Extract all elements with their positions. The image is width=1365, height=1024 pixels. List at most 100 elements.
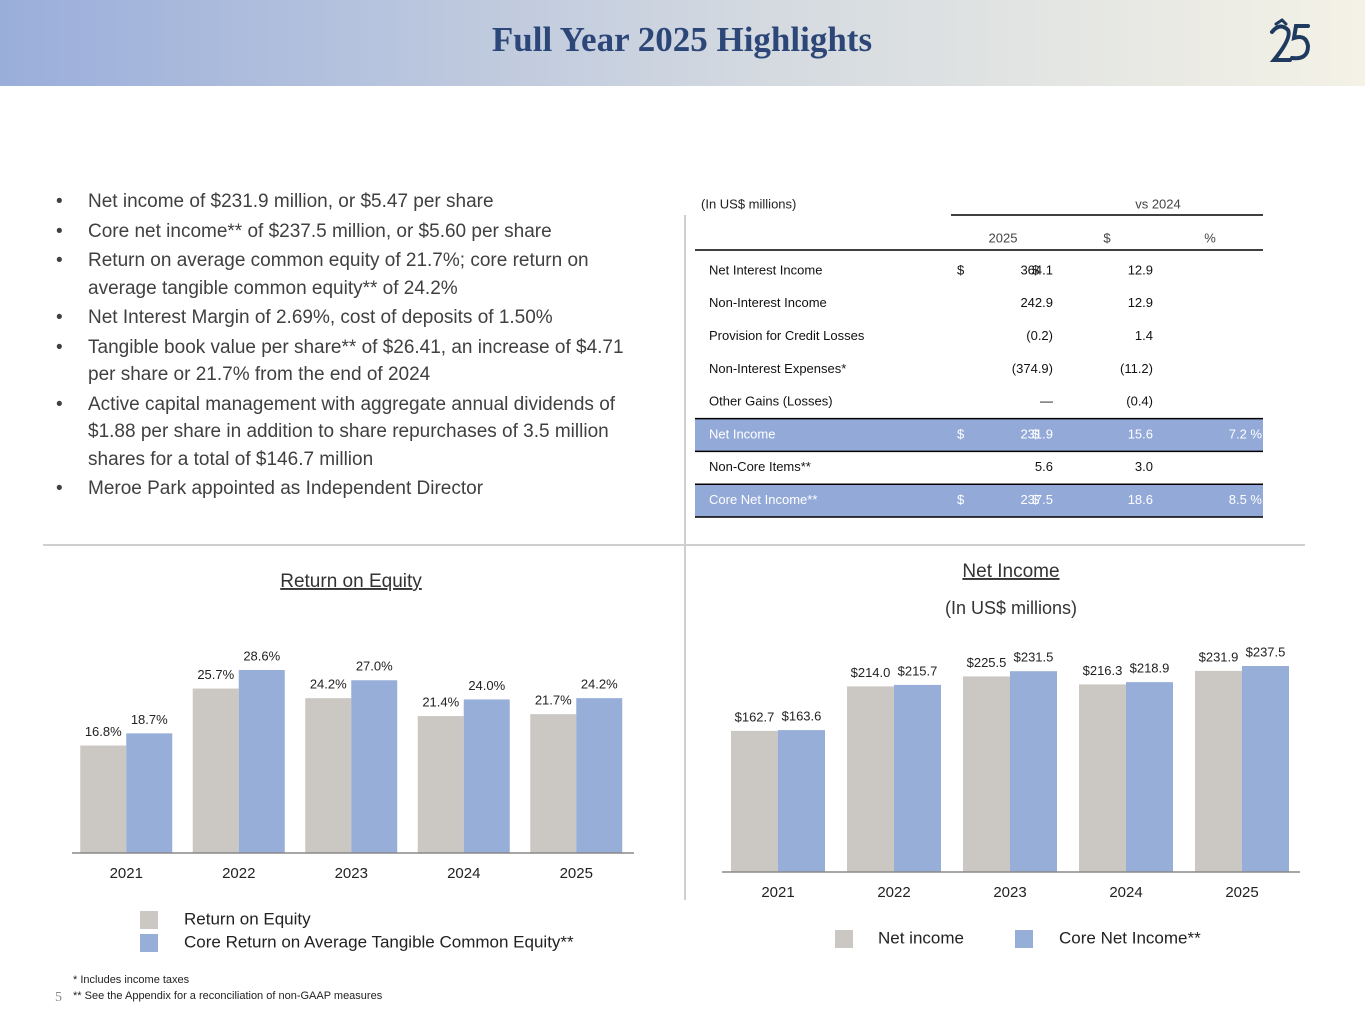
x-tick-label: 2022 — [222, 865, 255, 882]
bullet-list: Net income of $231.9 million, or $5.47 p… — [52, 188, 652, 505]
x-tick-label: 2025 — [1225, 884, 1258, 901]
bullet-item: Active capital management with aggregate… — [52, 391, 652, 474]
data-label: $214.0 — [851, 665, 891, 680]
chart-subtitle: (In US$ millions) — [945, 598, 1077, 618]
footnote: * Includes income taxes — [73, 974, 190, 986]
bar — [894, 684, 941, 872]
table-cell: Non-Interest Expenses* — [709, 361, 846, 376]
legend-label: Net income — [878, 928, 964, 947]
table-cell: Non-Interest Income — [709, 295, 827, 310]
table-unit-label: (In US$ millions) — [701, 196, 796, 211]
table-cell: Core Net Income** — [709, 492, 817, 507]
table-cell: 15.6 — [1128, 426, 1153, 441]
table-cell: (0.2) — [1026, 328, 1053, 343]
table-cell: Net Income — [709, 426, 775, 441]
bullet-item: Tangible book value per share** of $26.4… — [52, 334, 652, 389]
data-label: 16.8% — [85, 724, 122, 739]
data-label: $216.3 — [1083, 663, 1123, 678]
bar — [576, 698, 623, 853]
bar — [351, 680, 398, 853]
bar — [463, 699, 510, 853]
bar — [530, 714, 577, 853]
table-cell: 364.1 — [1020, 262, 1053, 277]
table-cell: $ — [957, 262, 965, 277]
bar — [847, 686, 894, 872]
x-tick-label: 2021 — [761, 884, 794, 901]
x-tick-label: 2023 — [993, 884, 1026, 901]
chart-title: Return on Equity — [280, 571, 422, 592]
table-cell: Non-Core Items** — [709, 459, 811, 474]
table-cell: — — [1040, 394, 1053, 409]
table-column-header: % — [1204, 230, 1216, 245]
table-cell: 12.9 — [1128, 295, 1153, 310]
bar — [80, 745, 127, 853]
data-label: $162.7 — [735, 709, 775, 724]
table-cell: $ — [1032, 492, 1040, 507]
data-label: $231.9 — [1199, 649, 1239, 664]
table-column-header: $ — [1103, 230, 1111, 245]
bar — [731, 730, 778, 872]
legend-swatch — [140, 934, 158, 952]
table-column-header: 2025 — [989, 230, 1018, 245]
legend-label: Core Return on Average Tangible Common E… — [184, 932, 574, 951]
legend-swatch — [1015, 930, 1033, 948]
data-label: $215.7 — [898, 663, 938, 678]
bar — [778, 730, 825, 872]
data-label: $237.5 — [1246, 644, 1286, 659]
legend-swatch — [835, 930, 853, 948]
table-cell: 7.2 % — [1229, 426, 1263, 441]
table-group-header: vs 2024 — [1135, 196, 1181, 211]
x-tick-label: 2024 — [447, 865, 480, 882]
table-cell: 3.0 — [1135, 459, 1153, 474]
data-label: $225.5 — [967, 655, 1007, 670]
data-label: $163.6 — [782, 709, 822, 724]
table-row-highlight — [695, 418, 1263, 452]
table-cell: $ — [1032, 426, 1040, 441]
bar — [126, 733, 173, 853]
data-label: 27.0% — [356, 659, 393, 674]
table-row-highlight — [695, 484, 1263, 517]
bar — [1126, 682, 1173, 872]
data-label: 25.7% — [197, 667, 234, 682]
bar — [1242, 666, 1289, 872]
table-cell: $ — [1032, 262, 1040, 277]
table-cell: (374.9) — [1012, 361, 1053, 376]
table-cell: (11.2) — [1120, 361, 1153, 376]
bullet-item: Net income of $231.9 million, or $5.47 p… — [52, 188, 652, 216]
bar — [1079, 684, 1126, 872]
page-number: 5 — [55, 990, 62, 1005]
chart-title: Net Income — [962, 561, 1059, 582]
bullet-item: Core net income** of $237.5 million, or … — [52, 218, 652, 246]
table-cell: Other Gains (Losses) — [709, 394, 833, 409]
table-cell: 237.5 — [1020, 492, 1053, 507]
data-label: $218.9 — [1130, 661, 1170, 676]
table-cell: Net Interest Income — [709, 262, 822, 277]
legend-swatch — [140, 911, 158, 929]
bar — [1010, 671, 1057, 872]
table-cell: Provision for Credit Losses — [709, 328, 865, 343]
bar — [1195, 670, 1242, 872]
bar — [238, 670, 285, 853]
bar — [192, 688, 239, 853]
legend-label: Return on Equity — [184, 909, 311, 928]
table-cell: $ — [957, 426, 965, 441]
table-cell: 231.9 — [1020, 426, 1053, 441]
bullet-item: Return on average common equity of 21.7%… — [52, 247, 652, 302]
table-cell: (0.4) — [1126, 394, 1153, 409]
data-label: 24.0% — [468, 678, 505, 693]
data-label: 28.6% — [243, 648, 280, 663]
header-band — [0, 0, 1365, 86]
x-tick-label: 2022 — [877, 884, 910, 901]
data-label: 21.4% — [422, 695, 459, 710]
slide-title: Full Year 2025 Highlights — [492, 20, 872, 59]
data-label: 18.7% — [131, 712, 168, 727]
bar — [963, 676, 1010, 872]
x-tick-label: 2021 — [110, 865, 143, 882]
x-tick-label: 2025 — [560, 865, 593, 882]
x-tick-label: 2023 — [335, 865, 368, 882]
table-cell: 5.6 — [1035, 459, 1053, 474]
data-label: 24.2% — [310, 677, 347, 692]
x-tick-label: 2024 — [1109, 884, 1142, 901]
data-label: $231.5 — [1014, 650, 1054, 665]
